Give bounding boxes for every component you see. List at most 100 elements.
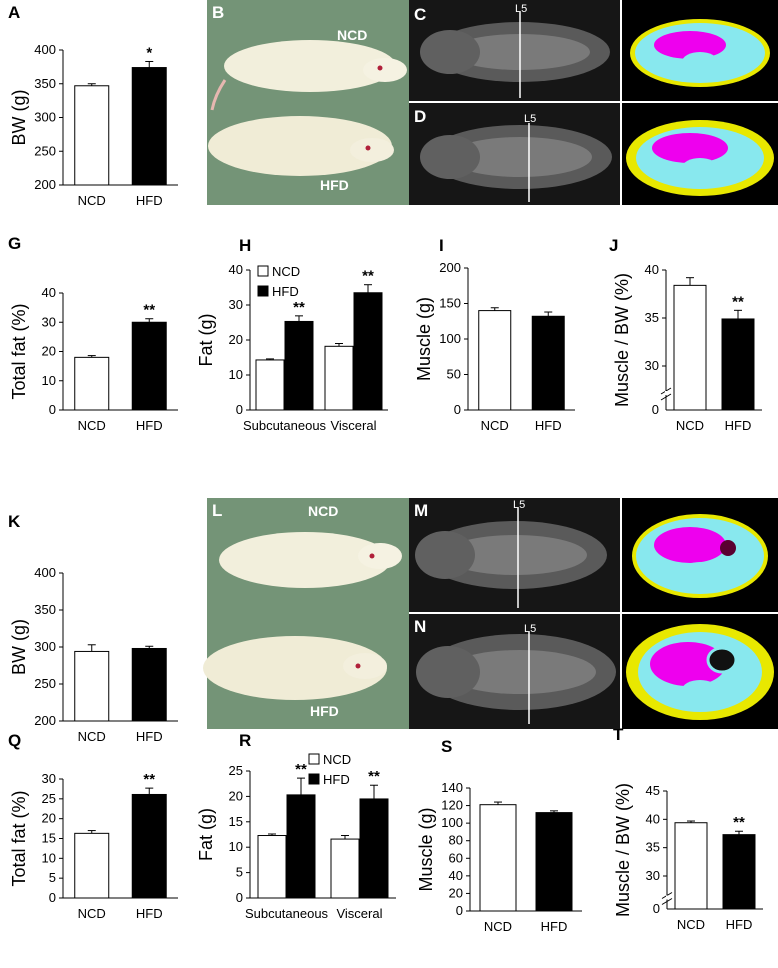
panel-label-q: Q [8, 731, 21, 750]
x-tick-label-q: NCD [78, 906, 106, 921]
y-tick-label-r: 20 [229, 788, 243, 803]
bar-i [478, 310, 512, 411]
y-axis-label-i: Muscle (g) [414, 297, 434, 381]
significance-mark-q: ** [143, 771, 155, 788]
legend-swatch-h [257, 285, 269, 297]
xray-n-vertebra-label: L5 [524, 623, 536, 635]
panel-label-m: M [414, 501, 428, 520]
y-tick-label-q: 25 [42, 791, 56, 806]
panel-label-l: L [212, 501, 222, 520]
y-axis-label-j: Muscle / BW (%) [612, 273, 632, 407]
y-tick-label-a: 250 [34, 143, 56, 158]
photo-l-label-hfd: HFD [310, 703, 339, 719]
axis-break-j [660, 393, 672, 401]
bar-g [74, 356, 110, 411]
y-tick-label-g: 40 [42, 285, 56, 300]
legend-swatch-r [308, 753, 320, 765]
y-tick-label-h: 40 [229, 262, 243, 277]
y-tick-label-a: 300 [34, 110, 56, 125]
y-tick-label-r: 5 [236, 865, 243, 880]
x-tick-label-j: HFD [725, 418, 752, 433]
x-tick-label-h: Visceral [330, 418, 376, 433]
bar-g [131, 321, 167, 411]
y-tick-label-h: 0 [236, 402, 243, 417]
y-tick-label-q: 0 [49, 890, 56, 905]
chart-k: 200 250 300 350 400 BW (g) NCD HFD [9, 565, 178, 744]
y-tick-label-s: 140 [441, 780, 463, 795]
y-tick-label-j: 35 [645, 310, 659, 325]
y-tick-label-q: 20 [42, 811, 56, 826]
ct-panel-p: P [622, 614, 778, 729]
y-tick-label-r: 25 [229, 763, 243, 778]
x-tick-label-k: HFD [136, 729, 163, 744]
ct-panel-e: E [622, 0, 778, 101]
y-tick-label-i: 200 [439, 260, 461, 275]
bar-h [324, 345, 354, 411]
bar-j [721, 318, 755, 411]
bar-h [284, 320, 314, 411]
chart-s: 0 20 40 60 80 100 120 140 Muscle (g) NCD HFD [416, 780, 582, 934]
y-tick-label-k: 300 [34, 639, 56, 654]
significance-mark-r: ** [295, 761, 307, 778]
panel-label-g: G [8, 234, 21, 253]
bar-t [674, 822, 708, 910]
y-tick-label-s: 60 [449, 850, 463, 865]
chart-h: 0 10 20 30 40 Fat (g) ** Subcutaneous ** Visceral… [196, 262, 388, 433]
y-axis-label-k: BW (g) [9, 619, 29, 675]
bar-s [479, 804, 517, 912]
legend-swatch-h [257, 265, 269, 277]
panel-label-b: B [212, 3, 224, 22]
bar-q [74, 832, 110, 899]
xray-c-vertebra-label: L5 [515, 3, 527, 15]
rat-ncd [210, 40, 407, 111]
bar-a [74, 85, 110, 186]
panel-label-a: A [8, 3, 20, 22]
x-tick-label-h: Subcutaneous [243, 418, 327, 433]
significance-mark-h: ** [362, 268, 374, 285]
photo-panel-b: B NCD HFD [207, 0, 409, 205]
panel-label-i: I [439, 236, 444, 255]
xray-panel-m: M L5 [409, 498, 620, 612]
y-axis-label-g: Total fat (%) [9, 303, 29, 399]
xray-m-vertebra-label: L5 [513, 499, 525, 511]
panel-label-k: K [8, 512, 21, 531]
y-tick-label-j: 0 [652, 402, 659, 417]
y-tick-label-k: 400 [34, 565, 56, 580]
y-tick-label-g: 20 [42, 344, 56, 359]
bar-j [673, 284, 707, 411]
panel-label-t: T [613, 725, 624, 744]
photo-b-label-hfd: HFD [320, 177, 349, 193]
panel-label-j: J [609, 236, 618, 255]
x-tick-label-i: HFD [535, 418, 562, 433]
x-tick-label-r: Visceral [336, 906, 382, 921]
y-tick-label-q: 15 [42, 831, 56, 846]
ct-panel-o: O [622, 498, 778, 612]
x-tick-label-r: Subcutaneous [245, 906, 329, 921]
y-tick-label-a: 200 [34, 177, 56, 192]
rat-ncd-l [219, 532, 402, 588]
x-tick-label-a: HFD [136, 193, 163, 208]
y-tick-label-s: 120 [441, 798, 463, 813]
chart-g: 0 10 20 30 40 Total fat (%) NCD ** HFD [9, 285, 178, 433]
y-tick-label-g: 0 [49, 402, 56, 417]
x-tick-label-a: NCD [78, 193, 106, 208]
bar-i [531, 315, 565, 411]
bar-h [255, 359, 285, 411]
rat-hfd [208, 116, 394, 176]
bar-r [330, 838, 360, 899]
y-tick-label-s: 20 [449, 885, 463, 900]
y-tick-label-t: 0 [653, 901, 660, 916]
panel-label-r: R [239, 731, 251, 750]
x-tick-label-j: NCD [676, 418, 704, 433]
y-tick-label-g: 30 [42, 314, 56, 329]
y-tick-label-r: 15 [229, 814, 243, 829]
chart-t: 30 35 40 45 0 Muscle / BW (%) NCD ** HFD [613, 783, 763, 932]
y-tick-label-i: 50 [447, 367, 461, 382]
panel-label-p: P [627, 617, 638, 636]
y-tick-label-g: 10 [42, 373, 56, 388]
y-tick-label-t: 35 [646, 840, 660, 855]
bar-a [131, 67, 167, 186]
chart-r: 0 5 10 15 20 25 Fat (g) ** Subcutaneous ** Viscera… [196, 752, 396, 921]
axis-break-gap-j [665, 391, 667, 395]
panel-label-f: F [627, 108, 637, 127]
